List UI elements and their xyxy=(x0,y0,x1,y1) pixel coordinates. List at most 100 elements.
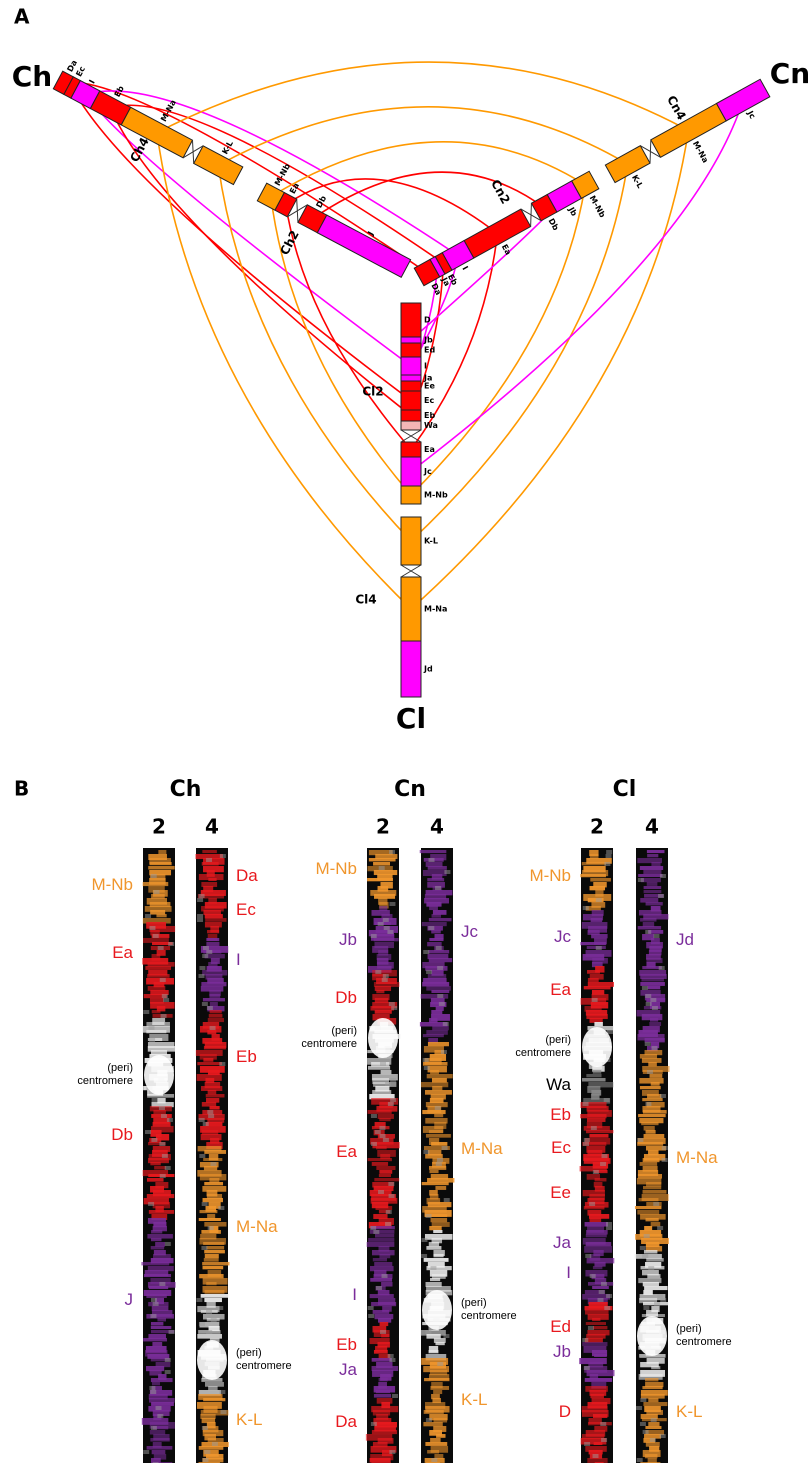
fluorescence-signal xyxy=(638,1174,662,1179)
dapi-signal xyxy=(654,1302,660,1306)
fluorescence-signal xyxy=(147,1194,174,1198)
fluorescence-signal xyxy=(429,1130,443,1133)
chromosome-name: Cn2 xyxy=(488,177,513,206)
fluorescence-signal xyxy=(589,1134,608,1138)
centromere xyxy=(401,565,421,577)
fluorescence-signal xyxy=(582,1078,606,1082)
chromosome-name: Cl2 xyxy=(362,385,383,399)
dapi-signal xyxy=(637,1138,643,1142)
strip-label: M-Nb xyxy=(529,866,571,886)
dapi-signal xyxy=(379,1126,385,1130)
fluorescence-signal xyxy=(428,1350,438,1353)
dapi-signal xyxy=(151,1138,157,1142)
fluorescence-signal xyxy=(640,866,663,870)
fluorescence-signal xyxy=(643,1158,660,1162)
dapi-signal xyxy=(436,1162,442,1166)
fluorescence-signal xyxy=(651,1222,661,1226)
dapi-signal xyxy=(606,850,612,854)
fluorescence-signal xyxy=(374,1262,392,1266)
fluorescence-signal xyxy=(202,862,219,866)
fluorescence-signal xyxy=(593,1326,607,1329)
fluorescence-signal xyxy=(370,1294,394,1298)
dapi-signal xyxy=(650,1438,656,1442)
chromosome-segment xyxy=(605,146,650,183)
fluorescence-signal xyxy=(203,1266,224,1269)
dapi-signal xyxy=(199,974,205,978)
species-name: Cl xyxy=(396,702,426,735)
fluorescence-signal xyxy=(422,1110,445,1114)
fluorescence-signal xyxy=(650,1074,663,1078)
dapi-signal xyxy=(392,1394,398,1398)
strip-label: J xyxy=(125,1290,134,1310)
fluorescence-signal xyxy=(590,1394,604,1398)
fluorescence-signal xyxy=(586,1074,601,1077)
fluorescence-signal xyxy=(143,882,169,886)
homology-arc xyxy=(218,107,627,165)
fluorescence-signal xyxy=(206,938,219,941)
fluorescence-signal xyxy=(150,1162,160,1165)
fluorescence-signal xyxy=(646,1218,659,1221)
fluorescence-signal xyxy=(372,1162,388,1166)
strip-label: Ja xyxy=(339,1360,357,1380)
fluorescence-signal xyxy=(422,982,449,986)
fluorescence-signal xyxy=(148,962,175,967)
dapi-signal xyxy=(602,1154,608,1158)
dapi-signal xyxy=(593,1170,599,1174)
fluorescence-signal xyxy=(425,1442,447,1446)
fluorescence-signal xyxy=(641,1394,665,1399)
fluorescence-signal xyxy=(641,1122,658,1125)
dapi-signal xyxy=(651,1418,657,1422)
strip-label: M-Na xyxy=(461,1139,503,1159)
fluorescence-signal xyxy=(429,1170,438,1173)
fluorescence-signal xyxy=(204,1182,223,1185)
fluorescence-signal xyxy=(644,1134,665,1138)
dapi-signal xyxy=(640,1246,646,1250)
fluorescence-signal xyxy=(151,1378,173,1382)
dapi-signal xyxy=(443,1022,449,1026)
dapi-signal xyxy=(368,1306,374,1310)
fluorescence-signal xyxy=(426,902,441,907)
fluorescence-signal xyxy=(149,1210,174,1214)
dapi-signal xyxy=(591,1126,597,1130)
fluorescence-signal xyxy=(639,1198,659,1201)
strip-label: (peri) centromere xyxy=(236,1347,312,1373)
segment-label: Jc xyxy=(745,108,757,120)
fluorescence-signal xyxy=(594,1022,602,1026)
dapi-signal xyxy=(645,930,651,934)
strip-label: Eb xyxy=(236,1047,257,1067)
fluorescence-signal xyxy=(642,1098,662,1101)
fluorescence-signal xyxy=(208,1090,217,1094)
fluorescence-signal xyxy=(638,874,662,877)
strip-label: Eb xyxy=(336,1335,357,1355)
fluorescence-signal xyxy=(648,986,661,989)
dapi-signal xyxy=(207,1006,213,1010)
dapi-signal xyxy=(161,1014,167,1018)
strip-label: Jc xyxy=(554,927,571,947)
segment-label: M-Nb xyxy=(424,491,448,500)
dapi-signal xyxy=(390,1078,396,1082)
chromosome-strip xyxy=(196,848,230,1463)
fluorescence-signal xyxy=(580,874,606,877)
dapi-signal xyxy=(389,850,395,854)
fluorescence-signal xyxy=(376,1390,390,1393)
dapi-signal xyxy=(606,1226,612,1230)
fluorescence-signal xyxy=(372,1090,391,1094)
segment-label: M-Na xyxy=(424,605,447,614)
fluorescence-signal xyxy=(650,1018,658,1022)
dapi-signal xyxy=(425,1330,431,1334)
fluorescence-signal xyxy=(646,1258,664,1262)
chromosome-number: 4 xyxy=(645,815,659,839)
fluorescence-signal xyxy=(204,1046,226,1049)
fluorescence-signal xyxy=(435,1342,444,1345)
fluorescence-signal xyxy=(645,1378,658,1381)
fluorescence-signal xyxy=(585,1378,612,1382)
fluorescence-signal xyxy=(651,862,660,866)
strip-label: I xyxy=(236,950,241,970)
fluorescence-signal xyxy=(635,1206,661,1209)
fluorescence-signal xyxy=(645,1454,658,1458)
dapi-signal xyxy=(151,1298,157,1302)
fluorescence-signal xyxy=(586,1242,612,1246)
fluorescence-signal xyxy=(370,1278,392,1282)
fluorescence-signal xyxy=(152,1342,162,1347)
chromosome-name: Cn4 xyxy=(664,93,689,122)
